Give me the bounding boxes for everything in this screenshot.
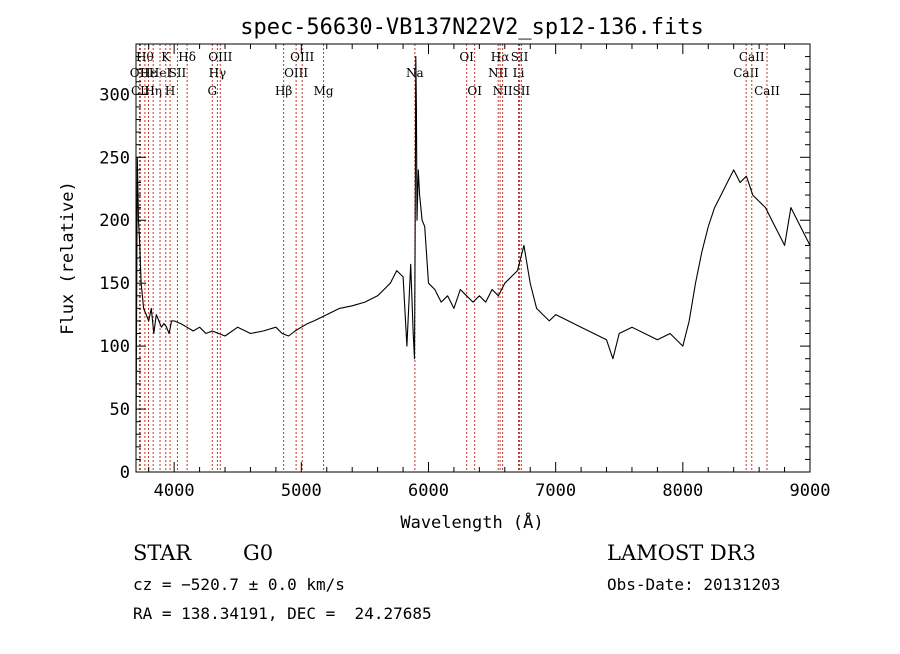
line-marker-label-25: SII <box>512 84 530 98</box>
line-marker-label-16: Mg <box>314 84 334 98</box>
line-marker-label-2: Hθ <box>136 50 154 64</box>
x-axis-label: Wavelength (Å) <box>400 511 543 533</box>
line-marker-label-12: OIII <box>208 50 232 64</box>
y-tick-label-2: 100 <box>99 337 130 357</box>
chart-title: spec-56630-VB137N22V2_sp12-136.fits <box>240 15 704 40</box>
observation-date: Obs-Date: 20131203 <box>607 575 780 594</box>
line-marker-label-3: Hε <box>140 66 157 80</box>
line-marker-label-4: Hη <box>144 84 162 98</box>
line-marker-label-8: SII <box>169 66 187 80</box>
x-tick-label-1: 5000 <box>281 481 322 501</box>
x-tick-label-0: 4000 <box>154 481 195 501</box>
x-tick-label-2: 6000 <box>408 481 449 501</box>
line-marker-label-6: K <box>161 50 171 64</box>
line-marker-label-24: SII <box>511 50 529 64</box>
line-marker-label-10: G <box>208 84 218 98</box>
line-marker-label-26: CaII <box>733 66 759 80</box>
axes: 4000 5000 6000 7000 8000 9000 0 50 100 150 200 250 3… <box>99 44 830 501</box>
object-subclass: G0 <box>243 541 273 565</box>
line-marker-label-15: OIII <box>290 50 314 64</box>
x-tick-label-3: 7000 <box>535 481 576 501</box>
y-tick-label-5: 250 <box>99 148 130 168</box>
line-marker-label-11: Hγ <box>209 66 227 80</box>
x-tick-label-4: 8000 <box>662 481 703 501</box>
line-marker-label-18: OI <box>459 50 474 64</box>
line-marker-label-19: OI <box>467 84 482 98</box>
coordinates: RA = 138.34191, DEC = 24.27685 <box>133 604 432 623</box>
y-tick-label-3: 150 <box>99 274 130 294</box>
redshift-velocity: cz = −520.7 ± 0.0 km/s <box>133 575 345 594</box>
line-marker-label-23: Li <box>513 66 525 80</box>
y-axis-label: Flux (relative) <box>58 181 78 335</box>
y-tick-label-6: 300 <box>99 85 130 105</box>
survey-name: LAMOST DR3 <box>607 541 756 565</box>
x-tick-label-5: 9000 <box>790 481 831 501</box>
y-tick-label-1: 50 <box>110 400 130 420</box>
line-marker-label-28: CaII <box>754 84 780 98</box>
line-marker-label-21: Hα <box>491 50 510 64</box>
line-marker-label-22: NII <box>493 84 513 98</box>
spectrum-line-0 <box>135 56 811 447</box>
line-marker-label-7: H <box>165 84 175 98</box>
line-markers: OIICIIHθHεHηHeIKHSIIHδGHγOIIIHβOIIIOIIIM… <box>130 44 780 472</box>
line-marker-label-9: Hδ <box>178 50 196 64</box>
line-marker-label-27: CaII <box>739 50 765 64</box>
line-marker-label-20: NII <box>488 66 508 80</box>
line-marker-label-13: Hβ <box>275 84 292 98</box>
y-tick-label-0: 0 <box>120 463 130 483</box>
plot-frame <box>135 43 811 473</box>
series-layer <box>135 56 811 447</box>
y-tick-label-4: 200 <box>99 211 130 231</box>
line-marker-label-14: OIII <box>284 66 308 80</box>
line-marker-label-17: Na <box>406 66 424 80</box>
object-class: STAR <box>133 541 192 565</box>
